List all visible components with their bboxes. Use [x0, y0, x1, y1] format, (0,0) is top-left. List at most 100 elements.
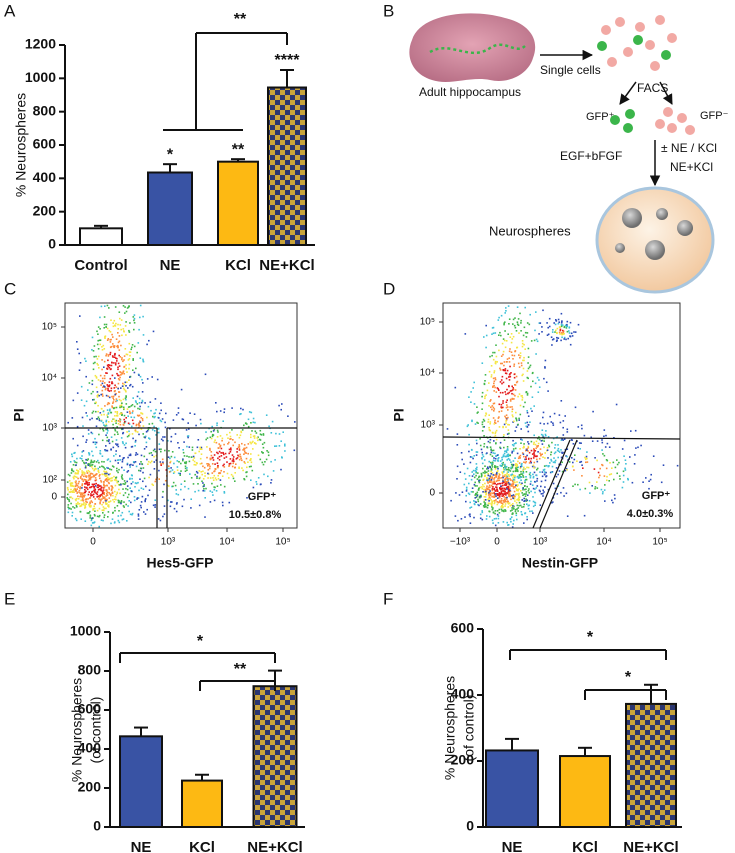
- density-dot: [510, 466, 512, 469]
- density-dot: [84, 503, 87, 505]
- density-dot: [154, 504, 157, 506]
- density-dot: [494, 466, 497, 469]
- density-dot: [502, 406, 504, 409]
- density-dot: [554, 487, 557, 490]
- density-dot: [531, 465, 534, 468]
- density-dot: [594, 486, 597, 488]
- density-dot: [113, 319, 116, 322]
- density-dot: [479, 438, 481, 440]
- density-dot: [479, 513, 482, 516]
- density-dot: [101, 494, 103, 497]
- density-dot: [499, 447, 502, 450]
- density-dot: [236, 457, 239, 459]
- density-dot: [97, 348, 100, 350]
- density-dot: [492, 385, 494, 388]
- density-dot: [489, 497, 491, 500]
- density-dot: [557, 456, 559, 459]
- density-dot: [108, 488, 111, 490]
- density-dot: [162, 490, 164, 493]
- density-dot: [581, 475, 583, 477]
- density-dot: [554, 331, 556, 333]
- density-dot: [517, 489, 519, 492]
- density-dot: [502, 506, 504, 508]
- density-dot: [84, 475, 87, 477]
- density-dot: [260, 434, 263, 436]
- density-dot: [514, 500, 516, 502]
- density-dot: [544, 457, 546, 459]
- density-dot: [495, 483, 498, 486]
- density-dot: [456, 465, 459, 468]
- density-dot: [479, 444, 482, 447]
- density-dot: [80, 499, 82, 502]
- density-dot: [129, 376, 131, 378]
- density-dot: [97, 404, 99, 407]
- density-dot: [500, 506, 502, 508]
- density-dot: [130, 482, 133, 485]
- density-dot: [533, 339, 536, 342]
- density-dot: [203, 483, 205, 486]
- density-dot: [94, 510, 96, 512]
- density-dot: [126, 381, 128, 383]
- density-dot: [98, 339, 101, 342]
- y-tick-label: 1000: [70, 623, 101, 639]
- density-dot: [473, 403, 476, 405]
- density-dot: [85, 441, 87, 443]
- density-dot: [136, 351, 138, 354]
- density-dot: [91, 473, 94, 475]
- density-dot: [123, 355, 126, 357]
- density-dot: [504, 415, 506, 418]
- density-dot: [91, 517, 93, 519]
- density-dot: [99, 498, 101, 501]
- density-dot: [505, 417, 507, 419]
- y-tick-label: 400: [451, 686, 475, 702]
- density-dot: [505, 422, 507, 424]
- density-dot: [144, 498, 147, 500]
- density-dot: [102, 501, 105, 504]
- density-dot: [515, 417, 517, 419]
- density-dot: [74, 498, 77, 501]
- density-dot: [498, 494, 500, 497]
- density-dot: [469, 501, 471, 504]
- density-dot: [566, 323, 568, 326]
- density-dot: [97, 489, 100, 491]
- density-dot: [506, 521, 508, 524]
- density-dot: [536, 460, 539, 463]
- density-dot: [129, 383, 132, 386]
- density-dot: [83, 502, 85, 504]
- density-dot: [165, 412, 167, 415]
- density-dot: [494, 510, 497, 512]
- density-dot: [146, 343, 148, 346]
- density-dot: [554, 447, 556, 449]
- density-dot: [536, 477, 539, 480]
- density-dot: [177, 493, 180, 496]
- density-dot: [169, 460, 172, 463]
- density-dot: [102, 430, 105, 432]
- cell: [615, 17, 625, 27]
- density-dot: [519, 404, 522, 407]
- density-dot: [86, 459, 89, 461]
- density-dot: [543, 423, 545, 425]
- density-dot: [122, 424, 125, 426]
- density-dot: [463, 483, 466, 486]
- density-dot: [502, 381, 505, 384]
- density-dot: [82, 425, 84, 427]
- density-dot: [512, 323, 514, 325]
- density-dot: [544, 366, 546, 368]
- density-dot: [547, 457, 549, 459]
- density-dot: [110, 477, 112, 480]
- density-dot: [94, 441, 96, 443]
- density-dot: [106, 368, 109, 370]
- density-dot: [206, 456, 208, 459]
- density-dot: [123, 422, 126, 424]
- density-dot: [97, 333, 99, 335]
- density-dot: [518, 492, 520, 495]
- density-dot: [245, 446, 248, 449]
- density-dot: [517, 484, 519, 486]
- density-dot: [139, 470, 142, 472]
- density-dot: [95, 376, 98, 378]
- density-dot: [493, 476, 496, 479]
- density-dot: [102, 497, 105, 499]
- density-dot: [566, 515, 569, 517]
- density-dot: [501, 462, 503, 465]
- density-dot: [511, 507, 513, 509]
